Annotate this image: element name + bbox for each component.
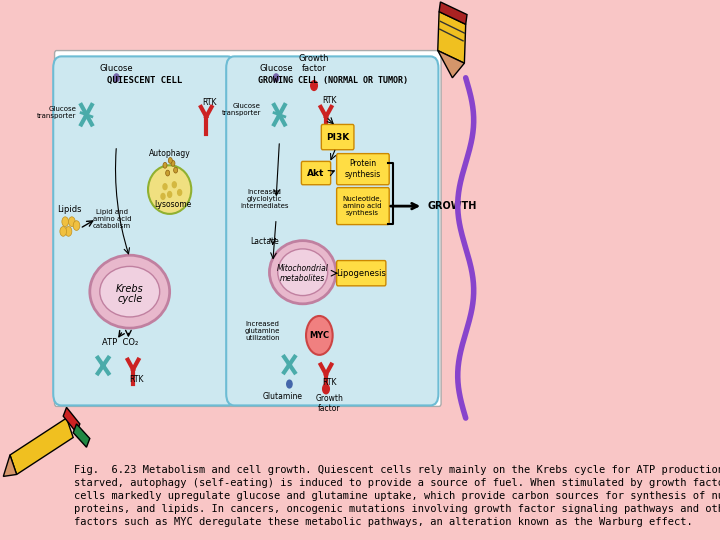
Circle shape bbox=[171, 160, 175, 166]
Text: Lysosome: Lysosome bbox=[154, 200, 192, 208]
Polygon shape bbox=[4, 455, 17, 476]
Ellipse shape bbox=[278, 249, 328, 295]
Polygon shape bbox=[439, 2, 467, 24]
Polygon shape bbox=[63, 407, 80, 433]
FancyBboxPatch shape bbox=[302, 161, 330, 185]
Text: QUIESCENT CELL: QUIESCENT CELL bbox=[107, 76, 182, 85]
Text: Protein
synthesis: Protein synthesis bbox=[344, 159, 381, 179]
Text: Lipogenesis: Lipogenesis bbox=[336, 269, 386, 278]
Circle shape bbox=[274, 74, 279, 82]
Text: Glucose: Glucose bbox=[259, 64, 293, 73]
Circle shape bbox=[323, 384, 329, 394]
Circle shape bbox=[114, 74, 119, 82]
FancyBboxPatch shape bbox=[53, 56, 235, 406]
Text: Autophagy: Autophagy bbox=[149, 149, 191, 158]
Polygon shape bbox=[73, 424, 90, 447]
Ellipse shape bbox=[100, 266, 160, 317]
Circle shape bbox=[66, 227, 72, 237]
Text: Glucose: Glucose bbox=[99, 64, 133, 73]
Text: GROWING CELL (NORMAL OR TUMOR): GROWING CELL (NORMAL OR TUMOR) bbox=[258, 76, 408, 85]
Polygon shape bbox=[10, 418, 73, 475]
Text: Growth
factor: Growth factor bbox=[299, 53, 329, 73]
Text: Lipid and
amino acid
catabolism: Lipid and amino acid catabolism bbox=[92, 209, 131, 229]
Text: Nucleotide,
amino acid
synthesis: Nucleotide, amino acid synthesis bbox=[343, 196, 382, 216]
Polygon shape bbox=[438, 12, 466, 63]
Circle shape bbox=[166, 170, 170, 176]
Circle shape bbox=[174, 167, 178, 173]
FancyBboxPatch shape bbox=[55, 51, 441, 407]
FancyBboxPatch shape bbox=[337, 261, 386, 286]
Circle shape bbox=[60, 227, 66, 237]
Text: ATP  CO₂: ATP CO₂ bbox=[102, 338, 138, 347]
Circle shape bbox=[73, 221, 80, 231]
Circle shape bbox=[172, 182, 176, 187]
Text: PI3K: PI3K bbox=[325, 133, 349, 141]
Circle shape bbox=[163, 184, 167, 190]
Text: RTK: RTK bbox=[202, 98, 217, 107]
Text: Akt: Akt bbox=[307, 168, 325, 178]
Circle shape bbox=[168, 158, 172, 163]
Text: metabolites: metabolites bbox=[280, 274, 325, 282]
Ellipse shape bbox=[90, 255, 170, 328]
Text: Fig.  6.23 Metabolism and cell growth. Quiescent cells rely mainly on the Krebs : Fig. 6.23 Metabolism and cell growth. Qu… bbox=[74, 464, 720, 528]
Circle shape bbox=[68, 217, 75, 227]
Circle shape bbox=[287, 380, 292, 388]
Text: Lactate: Lactate bbox=[251, 237, 279, 246]
Ellipse shape bbox=[269, 241, 336, 304]
Circle shape bbox=[178, 190, 181, 195]
FancyBboxPatch shape bbox=[321, 124, 354, 150]
Circle shape bbox=[311, 80, 318, 90]
Text: Mitochondrial: Mitochondrial bbox=[276, 264, 328, 273]
Text: cycle: cycle bbox=[117, 294, 143, 305]
Text: MYC: MYC bbox=[310, 331, 330, 340]
Text: Glutamine: Glutamine bbox=[263, 392, 302, 401]
Circle shape bbox=[161, 193, 165, 199]
Text: RTK: RTK bbox=[129, 375, 143, 384]
FancyBboxPatch shape bbox=[226, 56, 438, 406]
Text: Growth
factor: Growth factor bbox=[315, 394, 343, 413]
Circle shape bbox=[163, 163, 167, 168]
Text: Krebs: Krebs bbox=[116, 284, 143, 294]
Circle shape bbox=[62, 217, 68, 227]
Text: Glucose
transporter: Glucose transporter bbox=[37, 106, 76, 119]
Text: GROWTH: GROWTH bbox=[427, 201, 477, 211]
Text: Increased
glyclolytic
intermediates: Increased glyclolytic intermediates bbox=[240, 190, 289, 210]
Circle shape bbox=[306, 316, 333, 355]
Text: Glucose
transporter: Glucose transporter bbox=[222, 103, 261, 116]
Text: Increased
glutamine
utilization: Increased glutamine utilization bbox=[245, 321, 281, 341]
FancyBboxPatch shape bbox=[337, 153, 390, 185]
Text: RTK: RTK bbox=[322, 96, 336, 105]
Polygon shape bbox=[438, 51, 464, 78]
FancyBboxPatch shape bbox=[337, 187, 390, 225]
Ellipse shape bbox=[148, 165, 192, 214]
Text: Lipids: Lipids bbox=[58, 205, 82, 213]
Text: RTK: RTK bbox=[322, 378, 336, 387]
Circle shape bbox=[168, 192, 171, 197]
